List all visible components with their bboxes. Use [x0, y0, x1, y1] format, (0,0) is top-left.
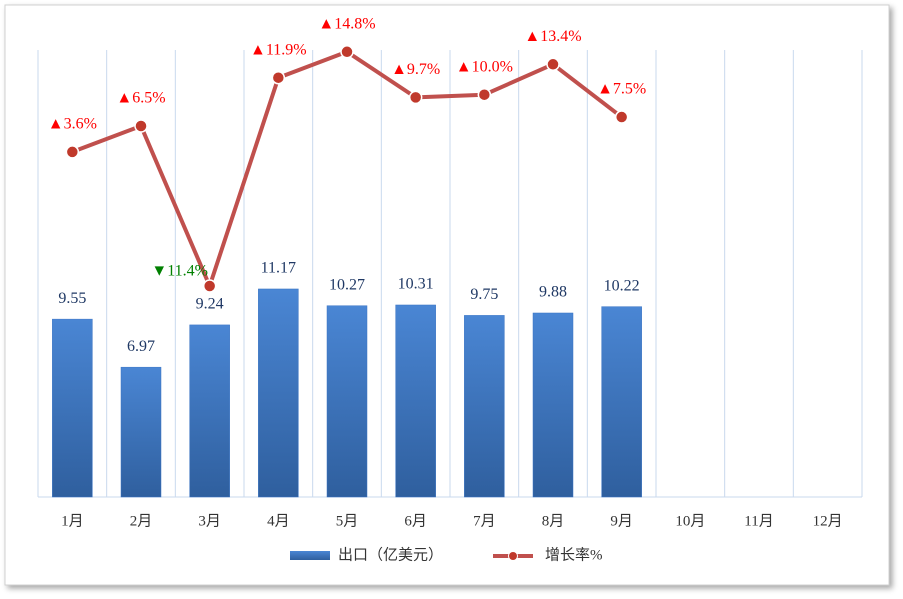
legend-label: 增长率%	[545, 546, 603, 563]
line-marker	[408, 90, 423, 105]
bar	[189, 324, 230, 498]
x-tick-label: 3月	[198, 513, 221, 529]
bar-value-label: 10.27	[329, 276, 365, 293]
line-value-label: ▲13.4%	[524, 28, 581, 45]
line-value-label: ▲7.5%	[597, 81, 646, 98]
category-grid	[37, 50, 863, 498]
x-tick-label: 7月	[473, 513, 496, 529]
legend-swatch-bar	[290, 551, 330, 560]
bar-value-label: 10.31	[398, 276, 434, 293]
line-value-label: ▲11.9%	[250, 41, 307, 58]
bar	[52, 318, 93, 498]
line-value-label: ▲3.6%	[48, 116, 97, 133]
bar-value-label: 6.97	[127, 338, 155, 355]
x-tick-label: 2月	[130, 513, 153, 529]
bar	[120, 366, 162, 498]
line-value-label: ▲6.5%	[116, 90, 165, 107]
bar-value-label: 9.24	[196, 296, 224, 313]
legend: 出口（亿美元） 增长率%	[290, 546, 603, 563]
line-marker	[546, 57, 560, 72]
legend-swatch-marker	[508, 551, 518, 561]
bar-value-label: 9.88	[539, 284, 567, 301]
bar-value-label: 10.22	[604, 277, 640, 294]
bar-value-label: 11.17	[261, 260, 296, 277]
line-marker	[477, 87, 492, 102]
x-tick-label: 9月	[610, 513, 633, 529]
line-value-label: ▲14.8%	[318, 15, 375, 32]
line-marker	[202, 279, 217, 293]
x-tick-label: 11月	[744, 513, 773, 529]
x-tick-label: 5月	[336, 513, 359, 529]
bar	[532, 312, 574, 498]
x-tick-label: 1月	[61, 513, 84, 529]
x-tick-label: 8月	[542, 513, 565, 529]
x-tick-label: 6月	[404, 513, 427, 529]
x-tick-label: 10月	[675, 513, 705, 529]
bar-value-label: 9.55	[58, 290, 86, 307]
line-value-label: ▼11.4%	[151, 263, 208, 280]
line-marker	[65, 145, 80, 159]
bar	[395, 304, 436, 498]
line-marker	[271, 70, 286, 85]
x-tick-label: 12月	[813, 513, 843, 529]
line-value-label: ▲9.7%	[391, 61, 440, 78]
plot: 1月 2月 3月 4月 5月 6月 7月 8月 9月 10月 11月 12月 9.55 6.97 9.24 1…	[48, 15, 843, 529]
line-value-label: ▲10.0%	[456, 58, 513, 75]
line-marker	[340, 45, 354, 59]
bar	[464, 315, 505, 498]
bar-value-label: 9.75	[470, 286, 498, 303]
x-tick-label: 4月	[267, 513, 290, 529]
line-marker	[134, 119, 148, 133]
bar	[601, 306, 642, 498]
line-marker	[614, 110, 629, 124]
bar	[258, 288, 299, 498]
legend-label: 出口（亿美元）	[338, 546, 443, 563]
bar	[326, 305, 368, 498]
